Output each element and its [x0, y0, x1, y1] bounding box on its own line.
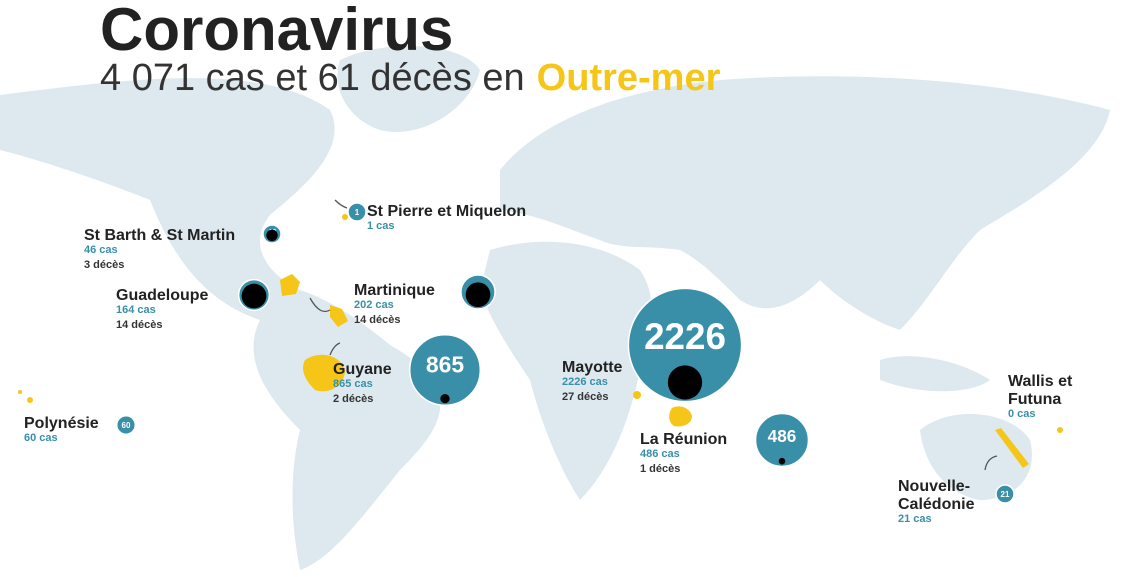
cases-bubble [115, 414, 137, 436]
cases-label: 865 cas [333, 378, 373, 390]
subtitle: 4 071 cas et 61 décès en Outre-mer [100, 57, 721, 99]
cases-number: 60 [122, 421, 131, 430]
cases-label: 1 cas [367, 220, 395, 232]
deaths-dot [241, 283, 267, 309]
cases-bubble [408, 333, 482, 407]
territory-name: Futuna [1008, 391, 1061, 408]
territory-shapes [18, 214, 1063, 468]
deaths-dot [266, 229, 278, 241]
deaths-label: 2 décès [333, 393, 373, 405]
cases-label: 164 cas [116, 304, 156, 316]
territory-name: Polynésie [24, 415, 99, 432]
territory-name: La Réunion [640, 431, 727, 448]
title: Coronavirus [100, 0, 453, 63]
cases-number: 2226 [644, 316, 726, 357]
cases-bubble [627, 287, 743, 403]
cases-bubble [995, 484, 1015, 504]
territory-name: Wallis et [1008, 373, 1073, 390]
arrows [309, 199, 998, 471]
territory-name: St Barth & St Martin [84, 227, 235, 244]
deaths-dot [465, 282, 491, 308]
deaths-dot [778, 457, 786, 465]
cases-label: 202 cas [354, 299, 394, 311]
territory-name: Guadeloupe [116, 287, 209, 304]
subtitle-text: 4 071 cas et 61 décès en [100, 57, 525, 99]
deaths-label: 14 décès [354, 314, 400, 326]
territory-name: Martinique [354, 282, 435, 299]
cases-number: 865 [426, 352, 465, 378]
cases-label: 0 cas [1008, 408, 1036, 420]
cases-label: 2226 cas [562, 376, 608, 388]
cases-bubble [347, 202, 367, 222]
cases-number: 486 [768, 426, 797, 446]
cases-number: 1 [355, 208, 360, 217]
cases-label: 21 cas [898, 513, 932, 525]
territory-name: Mayotte [562, 359, 623, 376]
deaths-dot [440, 393, 450, 404]
deaths-label: 1 décès [640, 463, 680, 475]
deaths-label: 27 décès [562, 391, 608, 403]
territory-name: St Pierre et Miquelon [367, 203, 526, 220]
subtitle-highlight: Outre-mer [537, 57, 721, 99]
cases-bubble [754, 412, 810, 468]
cases-label: 46 cas [84, 244, 118, 256]
cases-label: 486 cas [640, 448, 680, 460]
deaths-label: 14 décès [116, 319, 162, 331]
deaths-dot [667, 365, 703, 400]
territory-name: Guyane [333, 361, 392, 378]
deaths-label: 3 décès [84, 259, 124, 271]
cases-label: 60 cas [24, 432, 58, 444]
territory-name: Calédonie [898, 496, 975, 513]
cases-number: 21 [1001, 490, 1010, 499]
territory-name: Nouvelle- [898, 478, 970, 495]
